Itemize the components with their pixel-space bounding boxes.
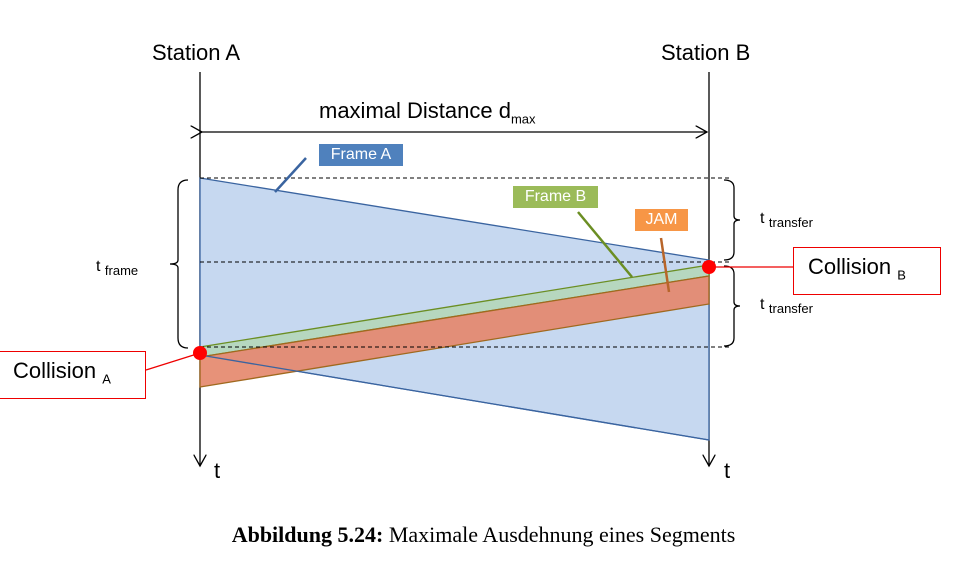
jam-pointer <box>659 237 671 293</box>
collision-b-text: Collision <box>808 254 892 279</box>
collision-a-pointer <box>145 352 201 371</box>
collision-b-dot <box>702 260 716 274</box>
brace-transfer-2 <box>723 265 741 347</box>
figure-caption: Abbildung 5.24: Maximale Ausdehnung eine… <box>0 522 967 548</box>
t-frame-label: t frame <box>96 258 138 278</box>
t-transfer-label-1: t transfer <box>760 210 813 230</box>
t-transfer-sub: transfer <box>768 215 813 231</box>
time-label-a: t <box>214 458 221 483</box>
collision-a-sub: A <box>102 371 111 387</box>
t-frame-sub: frame <box>104 263 139 279</box>
caption-number: Abbildung 5.24: <box>231 522 384 547</box>
jam-label: JAM <box>635 209 688 231</box>
distance-sub: max <box>510 111 536 127</box>
t-transfer-label-2: t transfer <box>760 296 813 316</box>
frame-a-pointer <box>274 157 307 193</box>
caption-text: Maximale Ausdehnung eines Segments <box>383 522 736 547</box>
station-b-label: Station B <box>661 40 751 65</box>
t-text: t <box>96 258 101 275</box>
collision-b-sub: B <box>897 267 906 283</box>
t-text: t <box>760 210 765 227</box>
frame-b-pointer <box>577 211 633 278</box>
t-text: t <box>760 296 765 313</box>
collision-a-dot <box>193 346 207 360</box>
collision-a-text: Collision <box>13 358 97 383</box>
collision-a-box: Collision A <box>0 351 146 400</box>
collision-b-box: Collision B <box>793 247 941 296</box>
t-transfer-sub: transfer <box>768 301 813 317</box>
brace-transfer-1 <box>723 179 741 261</box>
frame-a-lower-edge <box>199 354 710 441</box>
time-label-b: t <box>724 458 731 483</box>
distance-label: maximal Distance dmax <box>319 98 536 126</box>
frame-a-label: Frame A <box>319 144 403 166</box>
station-a-label: Station A <box>152 40 241 65</box>
frame-b-label: Frame B <box>513 186 598 208</box>
jam-area <box>199 275 710 388</box>
brace-frame <box>169 179 189 349</box>
distance-text: maximal Distance d <box>319 98 511 123</box>
